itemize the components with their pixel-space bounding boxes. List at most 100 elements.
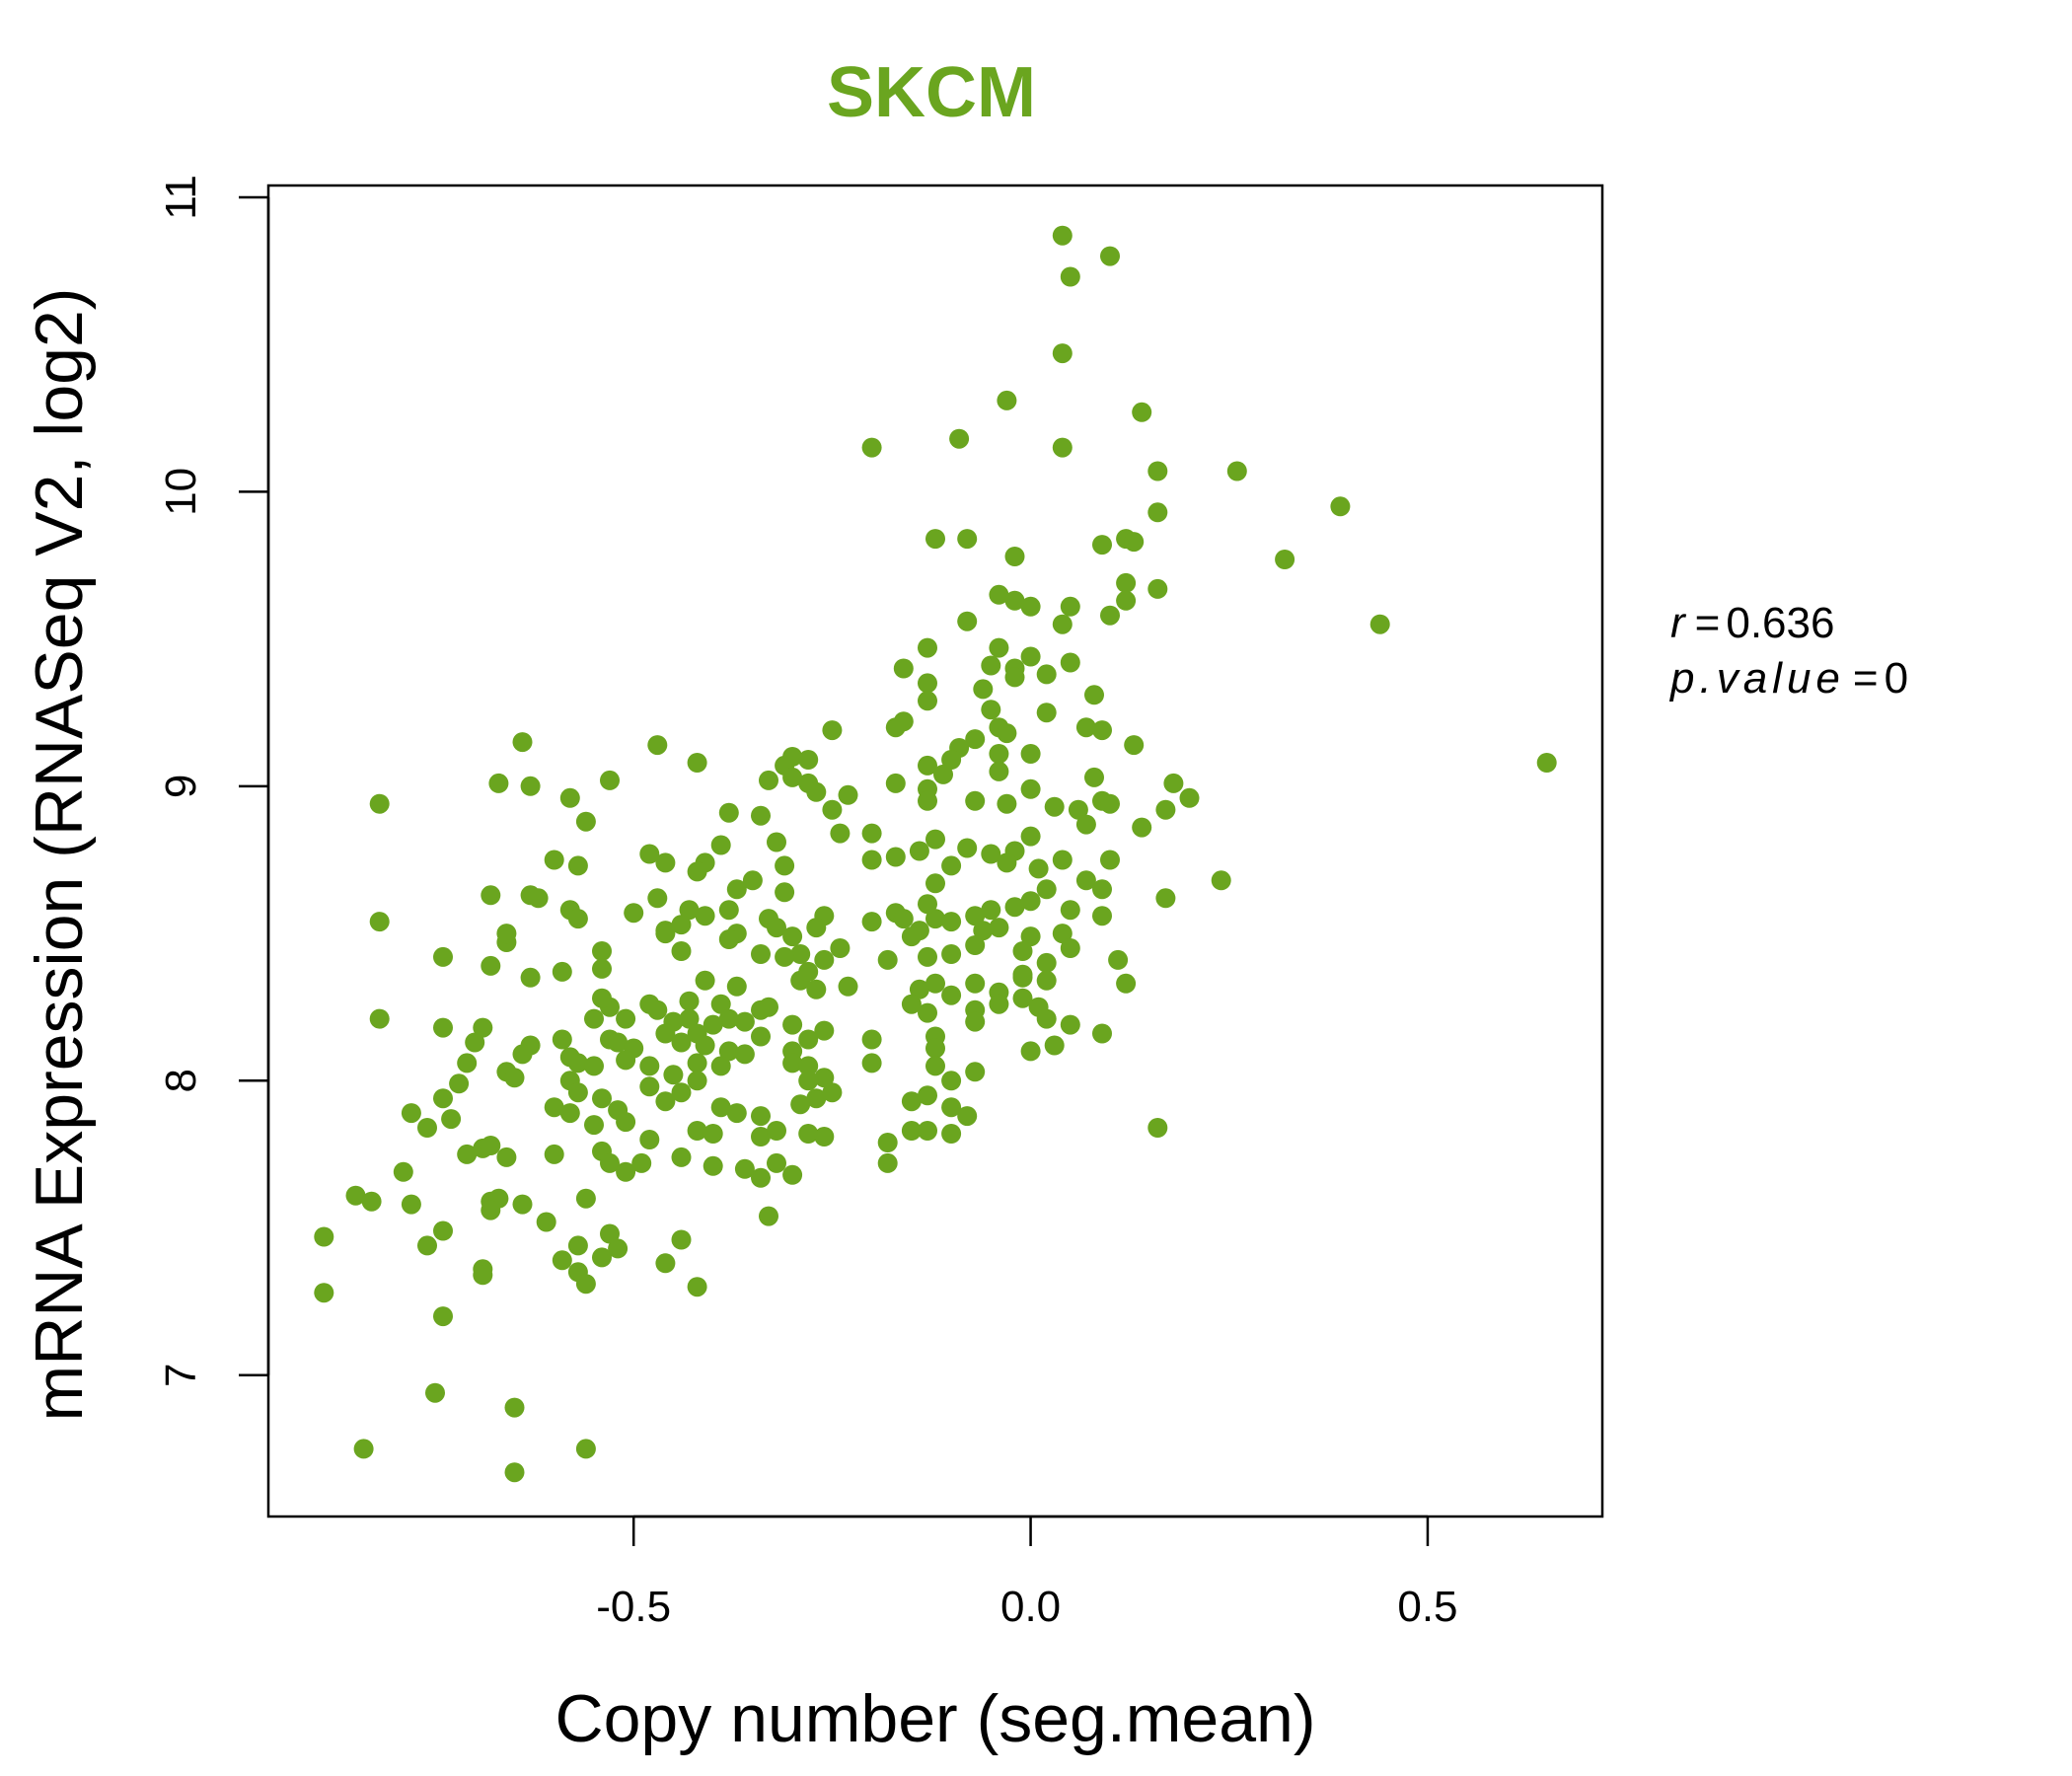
data-point — [687, 753, 707, 773]
data-point — [1068, 799, 1088, 820]
data-point — [536, 1212, 556, 1232]
data-point — [361, 1191, 382, 1212]
data-point — [718, 1008, 739, 1029]
data-point — [695, 1035, 715, 1056]
data-point — [751, 1127, 771, 1147]
data-point — [751, 805, 771, 826]
data-point — [814, 1068, 835, 1088]
data-point — [481, 1136, 501, 1155]
data-point — [861, 1029, 882, 1050]
data-point — [687, 1053, 707, 1073]
data-point — [918, 673, 937, 694]
data-point — [1044, 1035, 1065, 1056]
data-point — [790, 944, 811, 964]
data-point — [718, 900, 739, 921]
data-point — [1075, 870, 1096, 891]
data-point — [918, 755, 937, 776]
data-point — [655, 852, 676, 873]
data-point — [877, 1152, 898, 1173]
data-point — [1116, 590, 1137, 611]
data-point — [655, 924, 676, 944]
data-point — [703, 1124, 723, 1144]
data-point — [726, 1103, 747, 1124]
data-point — [1092, 879, 1112, 900]
x-tick-label: 0.5 — [1397, 1583, 1457, 1631]
x-axis-label: Copy number (seg.mean) — [555, 1681, 1315, 1756]
data-point — [663, 1065, 684, 1085]
data-point — [957, 529, 978, 550]
data-point — [798, 1056, 819, 1076]
data-point — [567, 1053, 588, 1073]
data-point — [544, 1144, 564, 1164]
data-point — [710, 1056, 731, 1076]
data-point — [918, 1002, 937, 1023]
data-point — [806, 918, 827, 938]
data-point — [496, 924, 517, 944]
data-point — [592, 1088, 612, 1109]
data-point — [909, 841, 929, 861]
data-point — [1052, 614, 1073, 634]
data-point — [552, 1250, 572, 1271]
data-point — [624, 903, 644, 924]
data-point — [504, 1068, 525, 1088]
data-point — [925, 1056, 945, 1076]
data-point — [679, 900, 700, 921]
data-point — [1211, 870, 1231, 891]
data-point — [734, 1011, 755, 1032]
data-point — [767, 1121, 786, 1141]
data-point — [759, 770, 778, 790]
data-point — [457, 1144, 478, 1164]
plot-frame — [266, 184, 1604, 1518]
data-point — [1179, 787, 1200, 808]
data-point — [401, 1194, 421, 1215]
data-point — [1092, 720, 1112, 741]
data-point — [775, 946, 795, 967]
data-point — [798, 1071, 819, 1091]
y-tick-label: 9 — [157, 775, 205, 798]
data-point — [861, 437, 882, 458]
data-point — [1124, 735, 1145, 756]
data-point — [798, 1029, 819, 1050]
data-point — [941, 912, 962, 932]
data-point — [726, 976, 747, 997]
data-point — [504, 1462, 525, 1483]
data-point — [314, 1283, 334, 1303]
data-point — [822, 720, 843, 741]
data-point — [1020, 891, 1041, 912]
data-point — [759, 997, 778, 1017]
data-point — [710, 1097, 731, 1118]
data-point — [671, 915, 692, 935]
data-point — [314, 1226, 334, 1247]
r-annotation: r = 0.636 — [1670, 599, 1834, 647]
data-point — [1060, 266, 1080, 287]
data-point — [592, 1247, 612, 1268]
data-point — [369, 912, 390, 932]
x-tick-label: 0.0 — [1000, 1583, 1061, 1631]
data-point — [1020, 778, 1041, 799]
data-point — [1155, 799, 1176, 820]
data-point — [703, 1014, 723, 1035]
data-point — [567, 1082, 588, 1103]
data-point — [655, 1253, 676, 1274]
data-point — [751, 1167, 771, 1188]
data-point — [1052, 924, 1073, 944]
data-point — [861, 850, 882, 870]
data-point — [512, 1194, 533, 1215]
p-annotation: p.value = 0 — [1668, 654, 1908, 703]
data-point — [798, 1124, 819, 1144]
data-point — [559, 1103, 580, 1124]
p-value: 0 — [1885, 654, 1908, 703]
data-point — [782, 1014, 803, 1035]
data-point — [989, 918, 1009, 938]
data-point — [345, 1185, 366, 1206]
data-point — [718, 1041, 739, 1062]
data-point — [608, 1238, 629, 1259]
data-point — [838, 784, 858, 805]
data-point — [767, 918, 786, 938]
data-point — [1100, 850, 1120, 870]
data-point — [1116, 572, 1137, 593]
data-point — [901, 926, 922, 947]
data-point — [918, 1121, 937, 1141]
data-point — [1060, 596, 1080, 617]
data-point — [918, 691, 937, 711]
